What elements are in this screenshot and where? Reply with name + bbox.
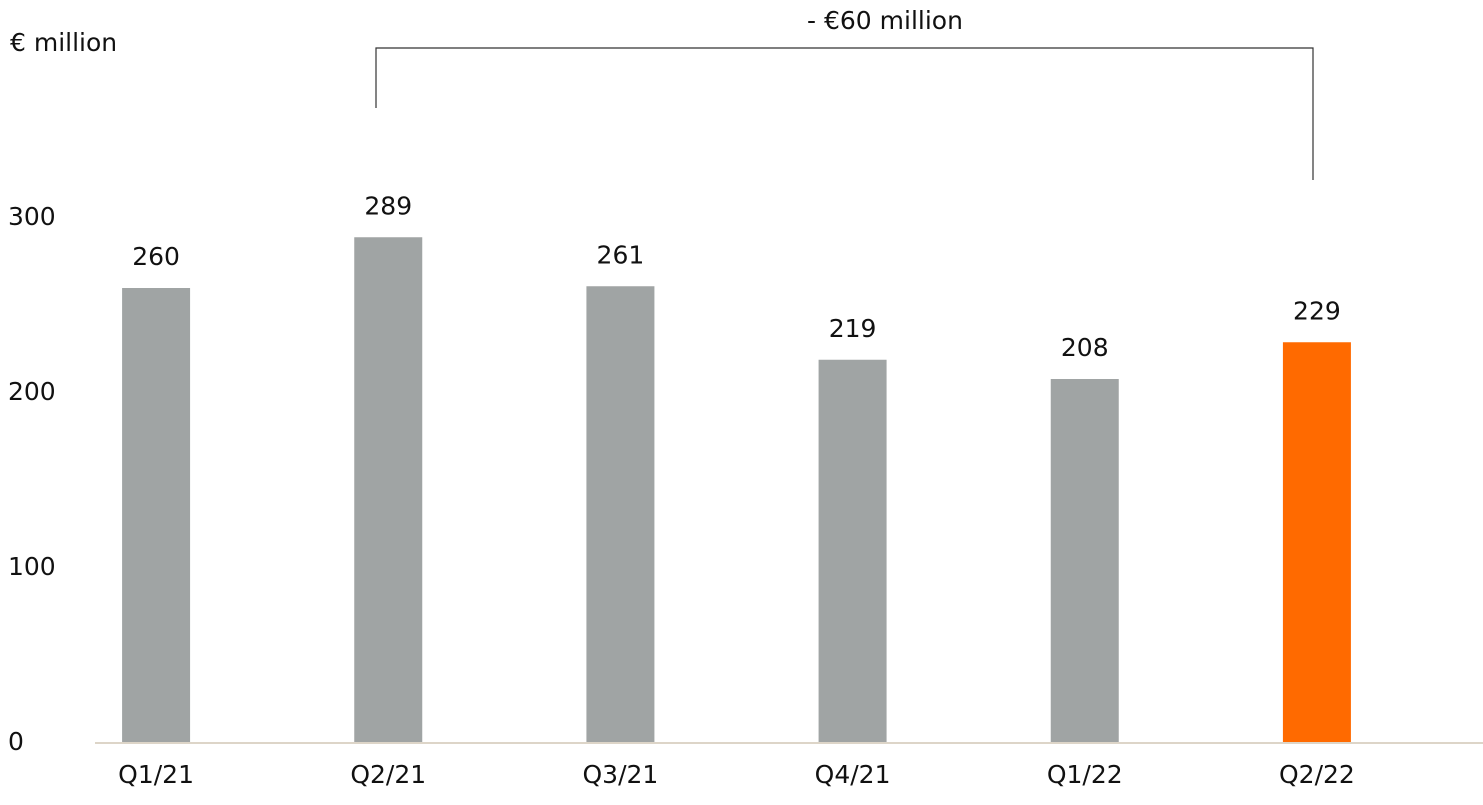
value-label: 261 (597, 240, 645, 269)
x-tick-label: Q1/21 (118, 760, 194, 789)
y-axis-label: € million (10, 28, 117, 57)
bar (1050, 379, 1119, 743)
value-label: 260 (132, 242, 180, 271)
x-tick-label: Q4/21 (815, 760, 891, 789)
annotation: - €60 million (807, 6, 963, 35)
annotation-bracket (375, 47, 1314, 180)
value-label: 229 (1293, 296, 1341, 325)
value-label: 289 (364, 191, 412, 220)
y-tick-label: 0 (8, 727, 24, 756)
value-label: 219 (829, 314, 877, 343)
value-label: 208 (1061, 333, 1109, 362)
x-tick-label: Q2/22 (1279, 760, 1355, 789)
y-tick-label: 100 (8, 552, 56, 581)
bar (122, 288, 191, 743)
bar (354, 237, 423, 743)
y-tick-label: 200 (8, 377, 56, 406)
x-tick-label: Q3/21 (583, 760, 659, 789)
y-tick-label: 300 (8, 202, 56, 231)
bar (818, 359, 887, 743)
bar (1282, 342, 1351, 743)
bar (586, 286, 655, 743)
x-tick-label: Q2/21 (350, 760, 426, 789)
x-tick-label: Q1/22 (1047, 760, 1123, 789)
